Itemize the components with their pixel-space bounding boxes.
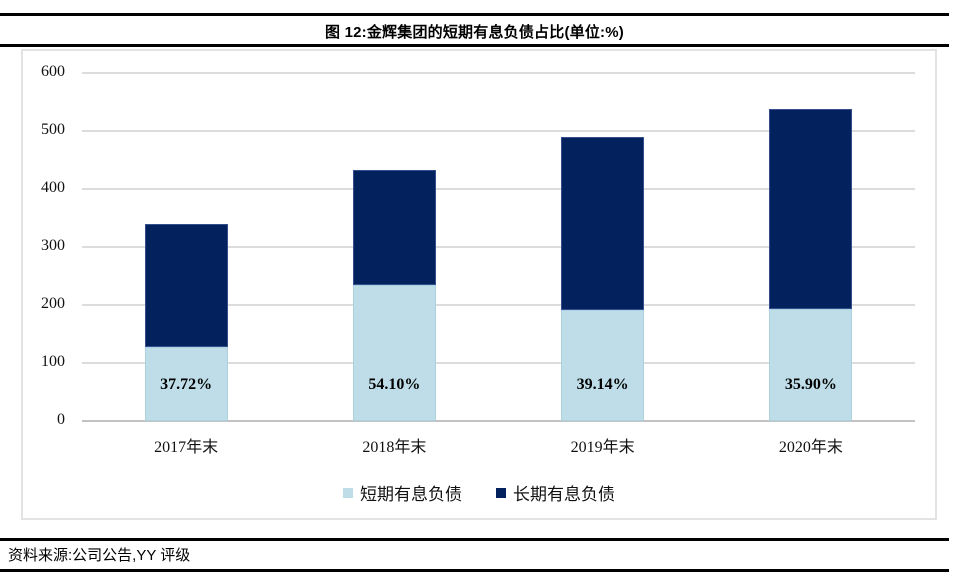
bottom-divider — [0, 569, 949, 572]
y-tick-label: 300 — [41, 237, 65, 254]
bar-segment-short-term — [144, 346, 228, 421]
x-axis-line — [82, 420, 915, 422]
bar-segment-long-term — [769, 108, 853, 310]
y-tick-label: 500 — [41, 121, 65, 138]
x-tick-label: 2019年末 — [570, 439, 635, 456]
bar-percent-label: 39.14% — [576, 376, 629, 393]
x-tick-label: 2017年末 — [154, 439, 219, 456]
stacked-bar-chart: 0 100 200 300 400 500 600 37.72% 2017年末 54.10% 201… — [23, 51, 935, 518]
gridline — [82, 130, 915, 132]
gridline — [82, 246, 915, 248]
bar-percent-label: 54.10% — [368, 376, 421, 393]
bar-segment-long-term — [561, 136, 645, 310]
figure-title: 图 12:金辉集团的短期有息负债占比(单位:%) — [325, 24, 624, 41]
bar-segment-short-term — [769, 309, 853, 421]
legend-swatch-icon — [496, 487, 506, 498]
source-note: 资料来源:公司公告,YY 评级 — [8, 547, 191, 564]
legend-label: 短期有息负债 — [360, 485, 462, 504]
bar-segment-long-term — [352, 170, 436, 286]
source-divider — [0, 538, 949, 541]
legend-item: 长期有息负债 — [496, 480, 615, 505]
x-tick-label: 2020年末 — [778, 439, 843, 456]
x-tick-label: 2018年末 — [362, 439, 427, 456]
bar-percent-label: 35.90% — [784, 376, 837, 393]
bar-segment-short-term — [352, 285, 436, 421]
legend-swatch-icon — [343, 487, 353, 498]
chart-frame: 0 100 200 300 400 500 600 37.72% 2017年末 54.10% 201… — [21, 49, 937, 520]
gridline — [82, 72, 915, 74]
gridline — [82, 188, 915, 190]
title-divider — [0, 44, 949, 47]
gridline — [82, 362, 915, 364]
bar-segment-short-term — [561, 309, 645, 421]
bar-segment-long-term — [144, 223, 228, 347]
y-tick-label: 200 — [41, 295, 65, 312]
legend-label: 长期有息负债 — [513, 485, 615, 504]
legend-item: 短期有息负债 — [343, 480, 462, 505]
y-tick-label: 600 — [41, 63, 65, 80]
chart-legend: 短期有息负债 长期有息负债 — [23, 480, 935, 505]
y-tick-label: 100 — [41, 353, 65, 370]
y-tick-label: 400 — [41, 179, 65, 196]
top-divider — [0, 13, 949, 16]
gridline — [82, 304, 915, 306]
bar-percent-label: 37.72% — [160, 376, 213, 393]
y-tick-label: 0 — [57, 411, 65, 428]
